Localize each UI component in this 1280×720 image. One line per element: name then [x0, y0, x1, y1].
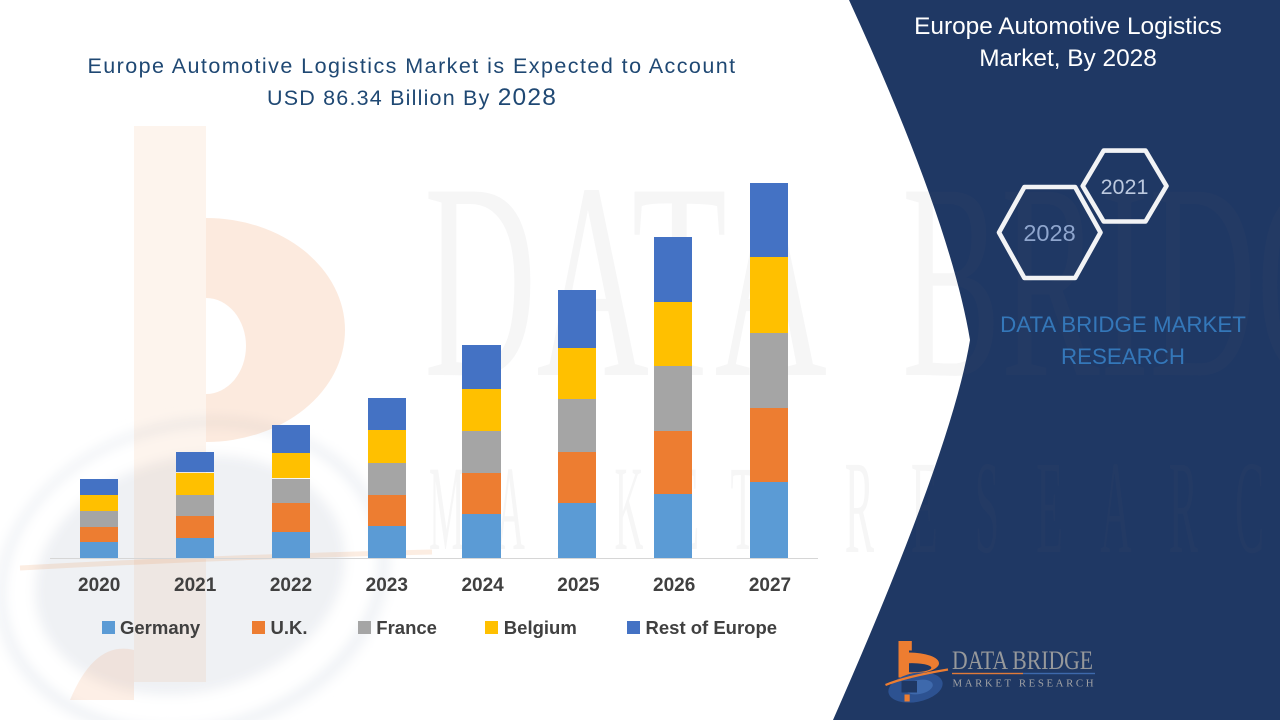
svg-text:RESEARCH: RESEARCH [845, 435, 1280, 581]
svg-text:MARKET RESEARCH: MARKET RESEARCH [953, 678, 1094, 690]
svg-text:DATA BRIDGE: DATA BRIDGE [952, 646, 1093, 675]
svg-text:2028: 2028 [1023, 220, 1075, 246]
svg-text:BRIDGE: BRIDGE [902, 125, 1280, 436]
svg-text:2021: 2021 [1101, 175, 1149, 199]
